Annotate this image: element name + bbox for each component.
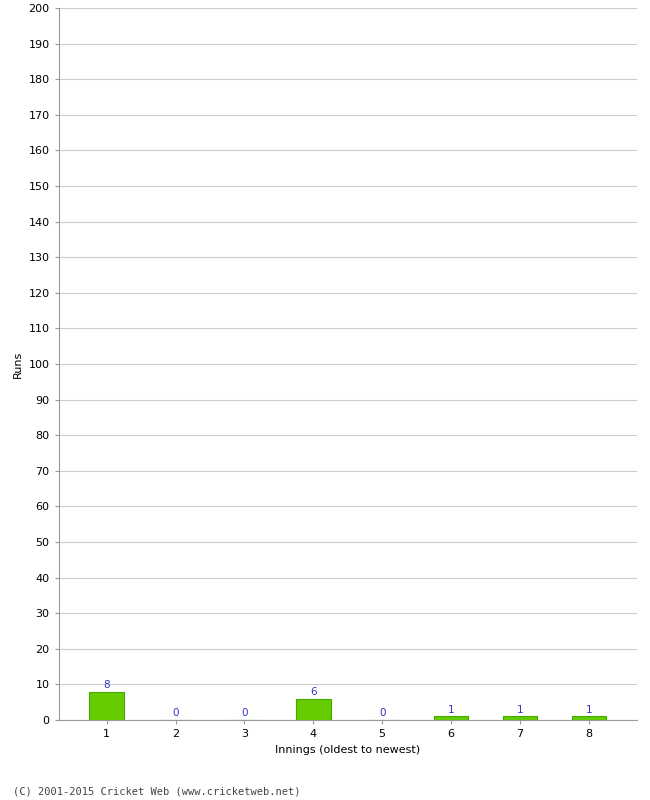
Text: 1: 1 xyxy=(586,705,592,714)
Text: (C) 2001-2015 Cricket Web (www.cricketweb.net): (C) 2001-2015 Cricket Web (www.cricketwe… xyxy=(13,786,300,796)
Bar xyxy=(296,698,331,720)
Text: 0: 0 xyxy=(379,708,385,718)
Text: 0: 0 xyxy=(241,708,248,718)
Text: 0: 0 xyxy=(172,708,179,718)
Text: 8: 8 xyxy=(103,680,110,690)
Bar xyxy=(90,691,124,720)
Text: 6: 6 xyxy=(310,687,317,697)
Bar xyxy=(502,717,537,720)
Y-axis label: Runs: Runs xyxy=(13,350,23,378)
Bar xyxy=(571,717,606,720)
Text: 1: 1 xyxy=(517,705,523,714)
X-axis label: Innings (oldest to newest): Innings (oldest to newest) xyxy=(275,745,421,754)
Text: 1: 1 xyxy=(448,705,454,714)
Bar xyxy=(434,717,468,720)
